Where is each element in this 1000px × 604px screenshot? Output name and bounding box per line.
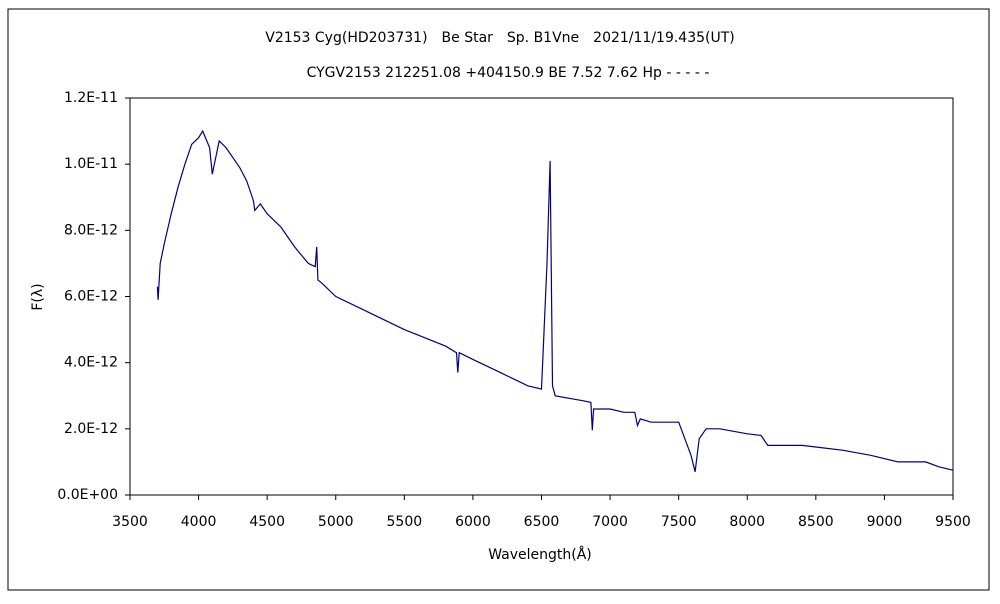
x-tick-label: 5500	[387, 514, 423, 530]
x-tick-label: 8000	[729, 514, 765, 530]
y-tick-label: 1.2E-11	[64, 90, 118, 106]
chart-border	[7, 8, 990, 591]
y-tick-label: 6.0E-12	[64, 289, 118, 305]
x-tick-label: 4000	[181, 514, 217, 530]
x-tick-label: 7000	[592, 514, 628, 530]
y-tick-label: 0.0E+00	[57, 487, 118, 503]
x-tick-label: 9500	[935, 514, 971, 530]
y-tick-label: 1.0E-11	[64, 156, 118, 172]
y-tick-label: 4.0E-12	[64, 355, 118, 371]
spectrum-line	[156, 129, 954, 472]
x-tick-label: 6000	[455, 514, 491, 530]
x-tick-label: 7500	[661, 514, 697, 530]
chart-title: V2153 Cyg(HD203731) Be Star Sp. B1Vne 20…	[265, 30, 735, 46]
x-tick-label: 5000	[318, 514, 354, 530]
y-tick-label: 2.0E-12	[64, 421, 118, 437]
x-tick-label: 4500	[249, 514, 285, 530]
x-tick-label: 8500	[798, 514, 834, 530]
x-axis-label: Wavelength(Å)	[488, 546, 592, 563]
chart-subtitle: CYGV2153 212251.08 +404150.9 BE 7.52 7.6…	[307, 65, 710, 81]
x-tick-label: 6500	[524, 514, 560, 530]
y-axis-label: F(λ)	[30, 283, 46, 310]
x-tick-label: 3500	[112, 514, 148, 530]
x-tick-label: 9000	[867, 514, 903, 530]
y-tick-label: 8.0E-12	[64, 222, 118, 238]
